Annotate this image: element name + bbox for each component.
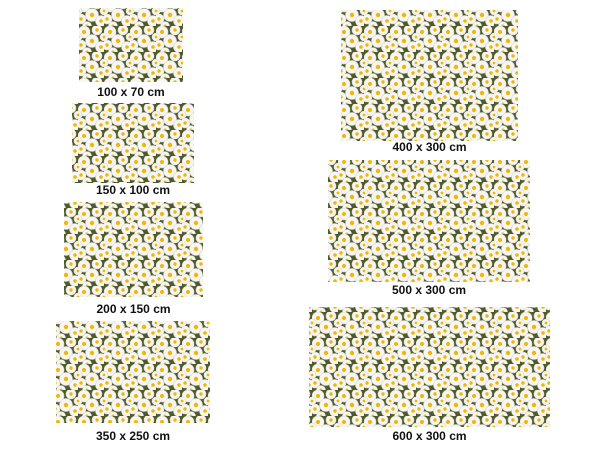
- daisy-photo: [309, 307, 550, 427]
- size-label: 350 x 250 cm: [96, 429, 170, 443]
- size-label: 500 x 300 cm: [392, 283, 466, 297]
- daisy-photo: [56, 321, 210, 423]
- daisy-photo: [72, 103, 194, 183]
- daisy-photo: [79, 8, 183, 82]
- size-label: 200 x 150 cm: [96, 302, 170, 316]
- size-label: 400 x 300 cm: [392, 140, 466, 154]
- size-label: 600 x 300 cm: [392, 429, 466, 443]
- size-label: 150 x 100 cm: [96, 183, 170, 197]
- daisy-photo: [328, 160, 530, 282]
- daisy-photo: [341, 10, 518, 141]
- daisy-photo: [64, 202, 203, 297]
- size-label: 100 x 70 cm: [97, 85, 164, 99]
